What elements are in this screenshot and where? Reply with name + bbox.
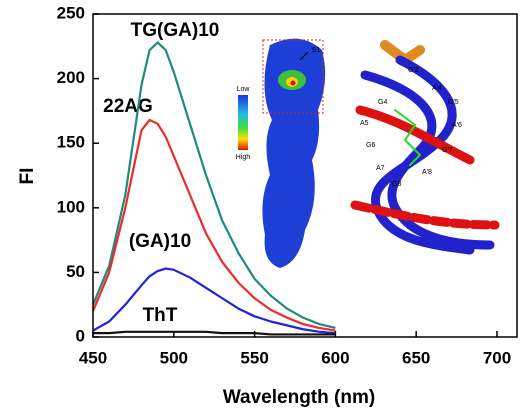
spectrum-line	[91, 118, 336, 332]
color-bar	[238, 95, 248, 150]
dna-strand	[350, 200, 500, 230]
binding-site-center	[290, 80, 296, 86]
y-tick-label: 0	[76, 326, 85, 345]
y-tick-label: 250	[57, 3, 85, 22]
x-tick-label: 550	[240, 348, 268, 367]
spectrum-line	[92, 267, 336, 335]
dna-label: G4	[378, 99, 387, 106]
x-tick-label: 600	[321, 348, 349, 367]
site-pointer	[299, 51, 309, 61]
x-tick-label: 450	[79, 348, 107, 367]
dna-label: G'7	[442, 147, 453, 154]
curve-label: (GA)10	[129, 231, 191, 252]
scale-low: Low	[237, 86, 251, 93]
scale-high: High	[236, 154, 251, 161]
dna-label: G'3	[408, 67, 419, 74]
spectrum-line	[91, 41, 336, 330]
dna-label: G6	[366, 142, 375, 149]
dna-label: A'8	[422, 169, 432, 176]
dna-label: A5	[360, 120, 369, 127]
y-tick-label: 200	[57, 68, 85, 87]
y-axis-label: FI	[17, 168, 38, 185]
curve-label: TG(GA)10	[131, 20, 220, 41]
ligand	[394, 109, 422, 166]
dna-strand	[360, 70, 495, 250]
protein-surface	[262, 38, 326, 268]
dna-label: A7	[376, 165, 385, 172]
curve-label: 22AG	[103, 96, 153, 117]
dna-inset	[350, 40, 500, 255]
dna-label: A'6	[452, 122, 462, 129]
x-tick-label: 500	[160, 348, 188, 367]
plot-frame	[92, 13, 518, 338]
dna-labels: G'3 A'4 G'5 A'6 G'7 A'8 G4 A5 G6 A7 G8	[360, 67, 462, 188]
spectrum-line	[93, 330, 336, 336]
y-tick-label: 50	[66, 262, 85, 281]
dna-strand	[355, 105, 475, 165]
x-tick-label: 700	[483, 348, 511, 367]
x-tick-label: 650	[402, 348, 430, 367]
y-tick-label: 150	[57, 133, 85, 152]
curve-label: ThT	[143, 305, 178, 326]
site-label: S1	[312, 47, 321, 54]
zoom-box	[262, 39, 324, 114]
protein-inset: Low High S1	[236, 38, 326, 268]
dna-strand	[370, 55, 475, 255]
dna-label: A'4	[432, 85, 442, 92]
x-axis-label: Wavelength (nm)	[223, 387, 375, 408]
y-tick-label: 100	[57, 197, 85, 216]
dna-label: G'5	[448, 99, 459, 106]
dna-label: G8	[392, 181, 401, 188]
